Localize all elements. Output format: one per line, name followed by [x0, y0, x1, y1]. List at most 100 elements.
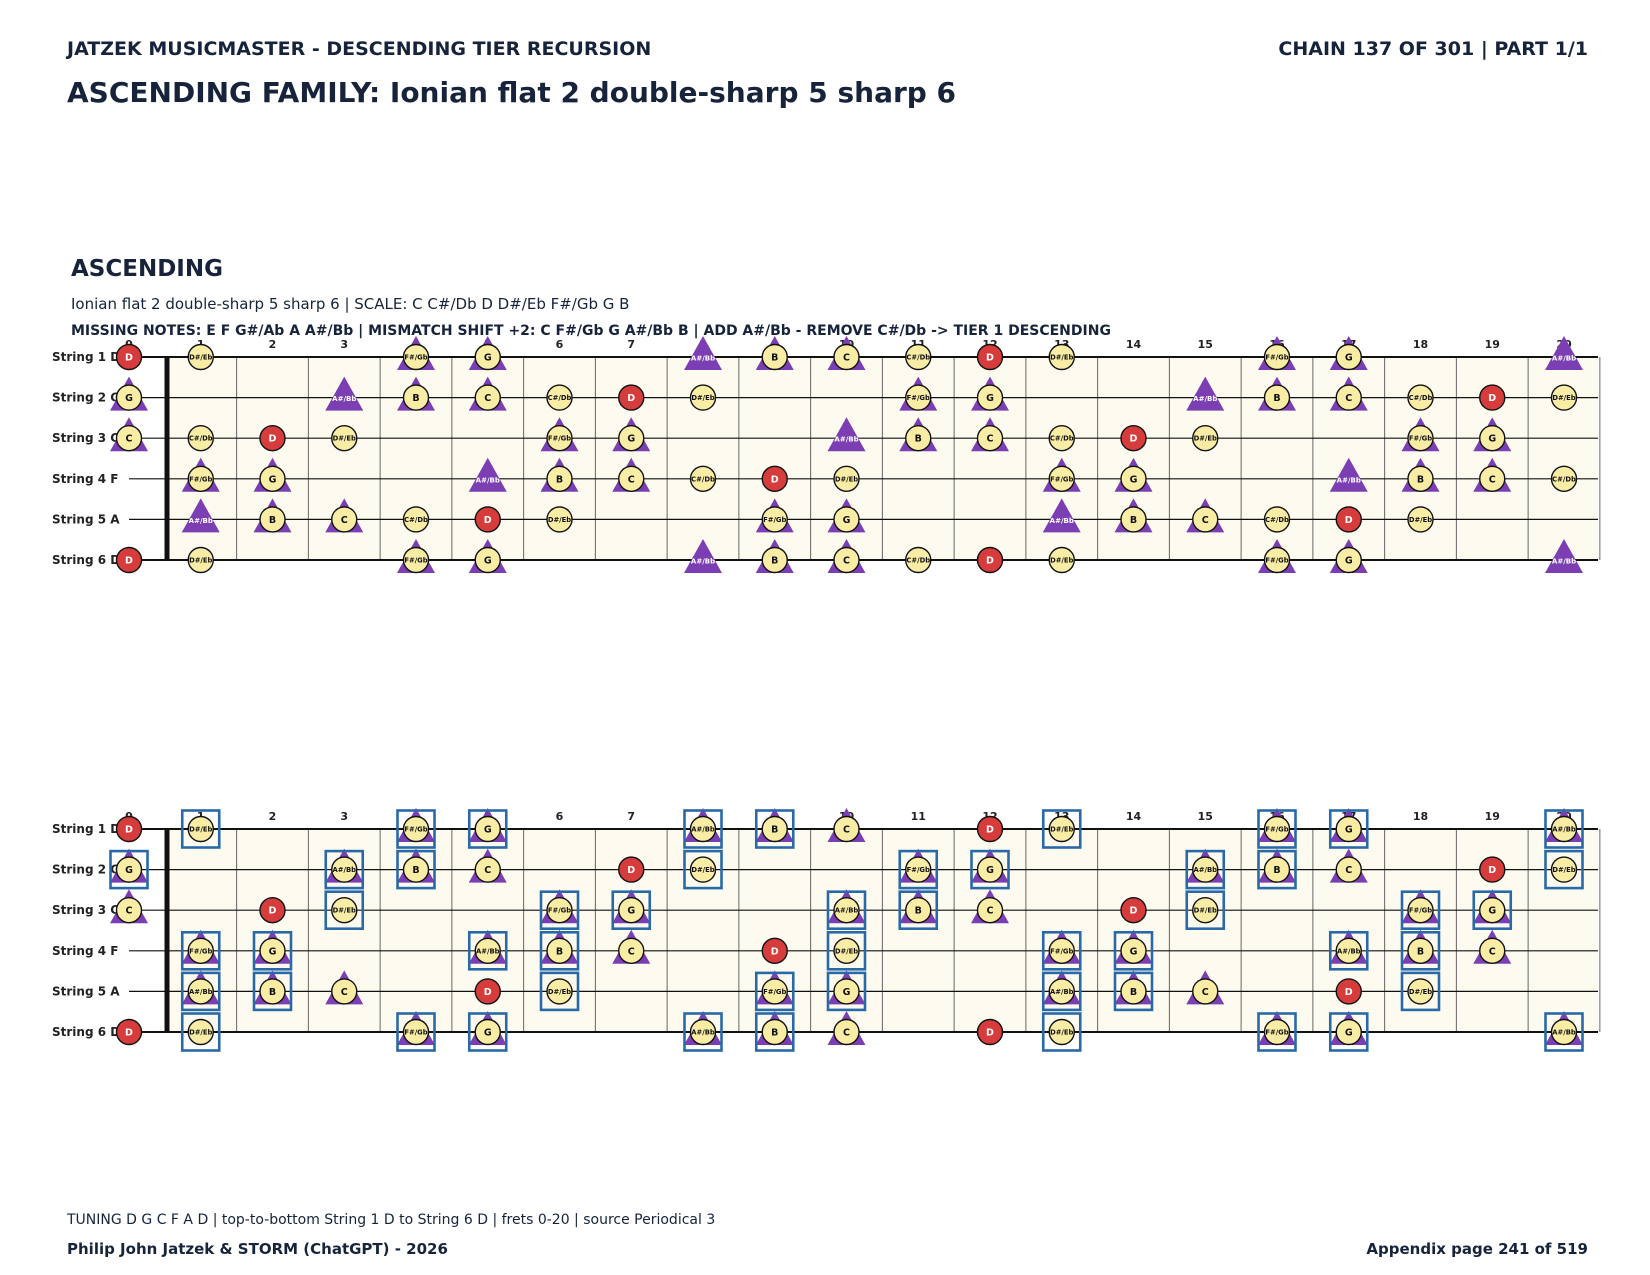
- note-circle: [115, 425, 143, 452]
- note-circle: [761, 937, 788, 964]
- fret-marker-c: C: [110, 889, 148, 924]
- note-label: G: [484, 825, 492, 836]
- string-label: String 3 C: [52, 903, 119, 917]
- fret-marker-b: B: [899, 417, 938, 452]
- fret-marker-asharp-bb: A#/Bb: [1545, 539, 1583, 573]
- fret-marker-b: B: [396, 848, 436, 890]
- note-label: G: [986, 393, 994, 404]
- note-label: A#/Bb: [1050, 517, 1074, 525]
- fret-number: 14: [1126, 810, 1142, 823]
- fret-marker-d: D: [115, 343, 143, 371]
- note-label: G: [1488, 906, 1496, 917]
- note-label: A#/Bb: [691, 1029, 715, 1037]
- fret-marker-c: C: [110, 417, 148, 452]
- fret-marker-b: B: [397, 376, 435, 411]
- fret-number: 15: [1198, 338, 1213, 351]
- box-marker: [1544, 1012, 1584, 1052]
- note-label: D: [269, 906, 277, 917]
- box-marker: [1328, 1012, 1369, 1052]
- note-label: G: [1130, 946, 1138, 957]
- box-marker: [1041, 1012, 1082, 1052]
- fret-marker-d: D: [1479, 856, 1506, 883]
- note-label: F#/Gb: [404, 354, 427, 362]
- fret-marker-dsharp-eb: D#/Eb: [1041, 1012, 1082, 1052]
- fret-marker-asharp-bb: A#/Bb: [1544, 1011, 1584, 1052]
- string-label: String 2 G: [52, 863, 120, 877]
- note-circle: [1479, 425, 1506, 452]
- fret-marker-d: D: [1335, 978, 1362, 1005]
- note-circle: [1479, 465, 1506, 492]
- note-label: G: [125, 393, 133, 404]
- note-label: C: [126, 906, 133, 917]
- box-marker: [180, 971, 221, 1012]
- fret-marker-fsharp-gb: F#/Gb: [1401, 417, 1440, 452]
- note-circle: [115, 897, 143, 924]
- box-marker: [1400, 890, 1441, 931]
- nut: [164, 356, 170, 561]
- fret-marker-asharp-bb: A#/Bb: [1544, 808, 1584, 849]
- note-circle: [546, 384, 573, 411]
- note-circle: [115, 856, 143, 883]
- fret-marker-b: B: [755, 539, 794, 574]
- footer-tuning: TUNING D G C F A D | top-to-bottom Strin…: [67, 1212, 716, 1228]
- note-circle: [402, 856, 430, 883]
- note-label: A#/Bb: [189, 988, 213, 996]
- fret-marker-d: D: [618, 856, 645, 883]
- fret-marker-c: C: [468, 376, 507, 411]
- note-label: F#/Gb: [548, 435, 571, 443]
- note-label: D#/Eb: [1194, 907, 1217, 915]
- box-marker: [1544, 849, 1584, 890]
- note-circle: [1192, 425, 1219, 452]
- string-label: String 4 F: [52, 944, 118, 958]
- note-label: G: [1345, 353, 1353, 364]
- note-label: D: [986, 556, 994, 567]
- note-label: D#/Eb: [1050, 826, 1073, 834]
- fret-marker-c: C: [827, 539, 866, 574]
- fret-marker-d: D: [761, 937, 788, 964]
- note-label: G: [1488, 434, 1496, 445]
- note-circle: [833, 465, 860, 492]
- box-marker: [467, 809, 508, 849]
- fret-marker-asharp-bb: A#/Bb: [180, 970, 221, 1012]
- footer-page-number: Appendix page 241 of 519: [1366, 1240, 1588, 1258]
- note-label: F#/Gb: [1265, 1029, 1288, 1037]
- box-marker: [826, 971, 867, 1012]
- note-label: C#/Db: [906, 557, 930, 565]
- triangle-marker: [684, 539, 722, 573]
- note-circle: [1048, 465, 1075, 492]
- note-label: D: [125, 825, 133, 836]
- note-label: A#/Bb: [1552, 558, 1576, 566]
- fret-marker-g: G: [467, 808, 508, 849]
- note-label: A#/Bb: [332, 395, 356, 403]
- fret-marker-csharp-db: C#/Db: [187, 425, 214, 452]
- fret-marker-dsharp-eb: D#/Eb: [187, 546, 214, 574]
- note-circle: [1335, 546, 1362, 574]
- note-label: F#/Gb: [763, 516, 786, 524]
- note-circle: [976, 1018, 1004, 1046]
- note-label: D: [1130, 434, 1138, 445]
- fret-marker-g: G: [1113, 929, 1154, 971]
- triangle-marker: [181, 498, 220, 533]
- note-circle: [976, 384, 1004, 411]
- fret-marker-csharp-db: C#/Db: [689, 465, 717, 492]
- note-label: G: [1130, 474, 1138, 485]
- fret-marker-d: D: [115, 1018, 143, 1046]
- box-marker: [826, 890, 867, 931]
- note-circle: [187, 546, 214, 574]
- fret-marker-fsharp-gb: F#/Gb: [1258, 539, 1296, 574]
- note-circle: [1120, 937, 1147, 964]
- note-circle: [689, 815, 717, 843]
- note-circle: [1335, 1018, 1362, 1046]
- fret-marker-d: D: [1479, 384, 1506, 411]
- note-circle: [905, 546, 932, 574]
- note-label: D#/Eb: [1409, 516, 1432, 524]
- fret-marker-asharp-bb: A#/Bb: [1042, 498, 1081, 533]
- fret-marker-g: G: [468, 336, 507, 371]
- note-circle: [1120, 425, 1147, 452]
- note-label: C: [1489, 946, 1496, 957]
- note-label: D#/Eb: [1552, 866, 1575, 874]
- note-label: B: [269, 987, 276, 998]
- fret-marker-c: C: [827, 336, 866, 371]
- box-marker: [898, 849, 939, 890]
- fret-marker-csharp-db: C#/Db: [402, 506, 430, 533]
